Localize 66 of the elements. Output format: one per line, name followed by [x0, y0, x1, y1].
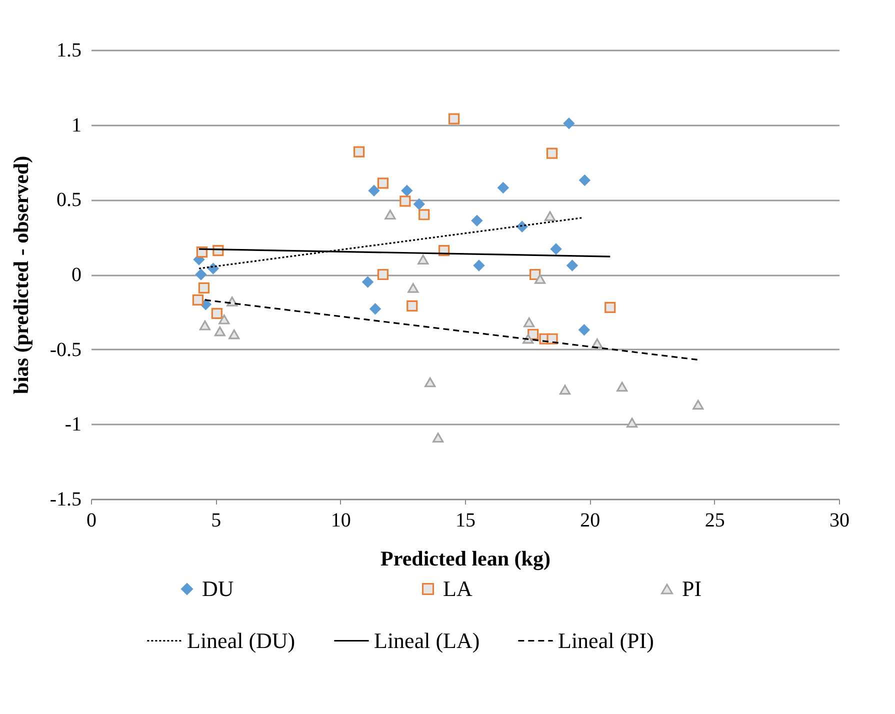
point — [544, 211, 556, 222]
x-axis-title: Predicted lean (kg) — [380, 546, 550, 570]
y-tick-label: 1.5 — [56, 40, 82, 62]
point — [353, 146, 365, 158]
point — [214, 326, 226, 336]
y-tick-label: 0.5 — [56, 189, 82, 212]
point — [211, 308, 222, 319]
point — [377, 178, 389, 189]
point — [377, 268, 389, 280]
y-tick-label: 1 — [72, 114, 82, 136]
point — [192, 294, 204, 306]
x-tick-label: 30 — [830, 510, 850, 532]
point — [498, 182, 509, 194]
point — [400, 196, 411, 207]
point — [692, 400, 704, 410]
point — [473, 260, 485, 272]
x-tick-label: 5 — [211, 510, 222, 532]
point — [414, 198, 425, 210]
legend-label: Lineal (PI) — [558, 628, 654, 653]
legend-label: PI — [682, 576, 702, 601]
y-tick-label: -1.5 — [50, 488, 82, 510]
point — [401, 185, 412, 196]
y-tick-label: -1 — [64, 414, 82, 436]
point — [228, 329, 240, 340]
point — [546, 148, 558, 159]
point — [195, 268, 206, 280]
point — [370, 303, 381, 314]
x-tick-label: 25 — [704, 510, 725, 532]
point — [448, 113, 460, 124]
y-tick-label: 0 — [72, 264, 82, 286]
point — [550, 244, 562, 255]
legend-label: Lineal (LA) — [374, 628, 480, 653]
point — [368, 185, 380, 196]
point — [424, 377, 436, 388]
y-tick-label: -0.5 — [50, 338, 82, 361]
point — [199, 320, 210, 330]
legend-label: DU — [202, 576, 234, 601]
point — [604, 302, 616, 313]
point — [566, 260, 578, 272]
y-axis-title: bias (predicted - observed) — [8, 156, 33, 394]
x-tick-label: 15 — [456, 510, 476, 532]
legend-label: LA — [443, 576, 472, 601]
point — [208, 262, 219, 274]
point — [616, 382, 628, 392]
point — [524, 317, 535, 328]
point — [218, 314, 230, 324]
point — [579, 174, 590, 186]
point — [432, 432, 444, 443]
x-tick-label: 20 — [580, 510, 600, 532]
point — [384, 210, 396, 220]
point — [406, 300, 418, 312]
x-tick-label: 0 — [86, 510, 96, 532]
point — [418, 209, 430, 220]
point — [546, 333, 558, 344]
point — [559, 384, 571, 395]
x-tick-label: 10 — [330, 510, 351, 532]
point — [563, 118, 575, 129]
point — [471, 215, 483, 226]
point — [362, 276, 374, 288]
point — [578, 324, 590, 336]
point — [534, 274, 546, 284]
point — [408, 283, 419, 293]
legend-label: Lineal (DU) — [187, 628, 296, 653]
point — [198, 282, 210, 294]
point — [418, 254, 429, 264]
point — [626, 418, 638, 428]
